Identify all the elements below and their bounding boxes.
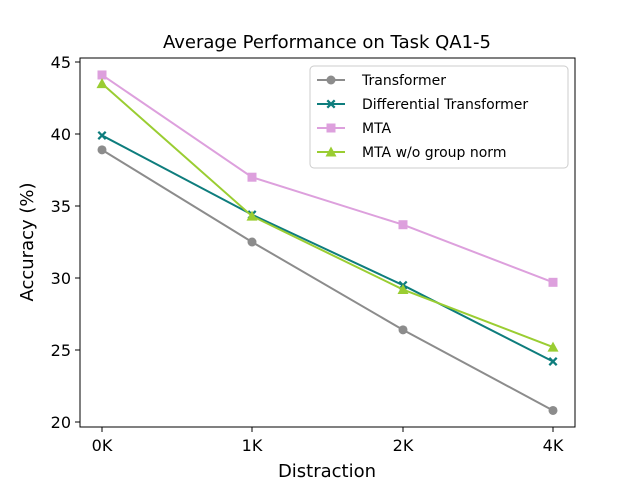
series-line xyxy=(101,82,554,349)
chart-title: Average Performance on Task QA1-5 xyxy=(163,32,491,53)
plot-frame xyxy=(79,57,576,428)
x-tick-label: 1K xyxy=(242,436,263,455)
y-tick-label: 45 xyxy=(51,53,71,72)
series-line xyxy=(101,148,554,412)
legend-item: Transformer xyxy=(317,73,446,89)
y-tick-label: 25 xyxy=(51,341,71,360)
x-tick-label: 2K xyxy=(393,436,414,455)
legend-label: Differential Transformer xyxy=(362,97,528,113)
legend-marker xyxy=(326,99,336,109)
series-line xyxy=(101,134,554,363)
y-tick-label: 30 xyxy=(51,269,71,288)
data-point xyxy=(548,357,558,367)
legend-item: Differential Transformer xyxy=(317,97,528,113)
series-mta-w-o-group-norm xyxy=(96,78,559,352)
series-mta xyxy=(97,70,558,287)
y-tick-label: 20 xyxy=(51,413,71,432)
x-axis-title: Distraction xyxy=(278,461,376,480)
legend-label: MTA w/o group norm xyxy=(362,145,506,161)
legend-label: MTA xyxy=(362,121,392,137)
legend-label: Transformer xyxy=(361,73,446,89)
series-line xyxy=(101,74,554,284)
data-point xyxy=(247,237,257,247)
legend-box xyxy=(309,65,569,169)
data-point xyxy=(97,145,107,155)
legend: Transformer Differential Transformer MTA MT… xyxy=(309,65,569,169)
legend-item: MTA w/o group norm xyxy=(317,145,506,161)
y-axis-ticks: 20 25 30 35 40 45 xyxy=(51,53,80,432)
data-point xyxy=(548,277,558,287)
data-point xyxy=(547,341,559,352)
data-point xyxy=(246,210,258,221)
legend-marker xyxy=(325,146,337,157)
data-point xyxy=(548,405,558,415)
x-tick-label: 0K xyxy=(92,436,113,455)
y-tick-label: 35 xyxy=(51,197,71,216)
legend-marker xyxy=(326,75,336,85)
series-layer xyxy=(96,70,559,415)
data-point xyxy=(247,172,257,182)
data-point xyxy=(398,220,408,230)
data-point xyxy=(97,130,107,140)
data-point xyxy=(97,70,107,80)
x-tick-label: 4K xyxy=(543,436,564,455)
data-point xyxy=(96,78,108,89)
data-point xyxy=(398,325,408,335)
data-point xyxy=(397,284,409,295)
y-axis-title: Accuracy (%) xyxy=(17,182,38,301)
series-transformer xyxy=(97,145,558,415)
x-axis-ticks: 0K 1K 2K 4K xyxy=(92,427,564,455)
legend-item: MTA xyxy=(317,121,392,137)
legend-marker xyxy=(326,123,336,133)
y-tick-label: 40 xyxy=(51,125,71,144)
